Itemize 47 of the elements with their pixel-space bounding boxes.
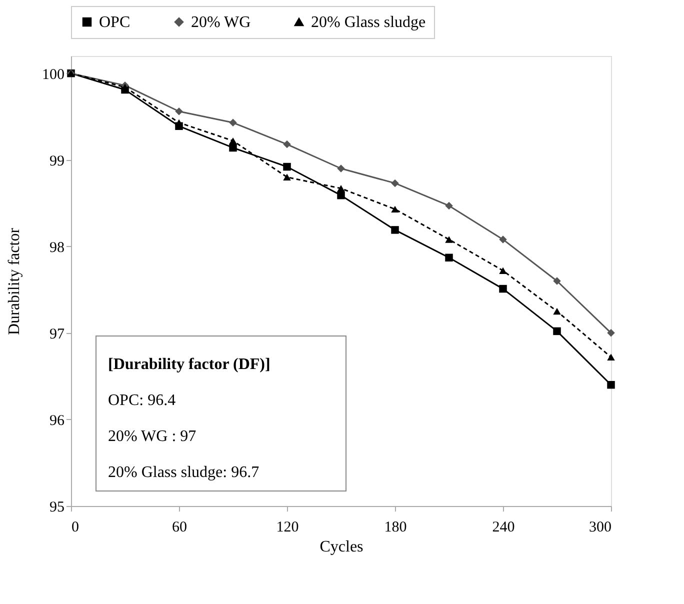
y-tick-label: 98 [50,240,64,256]
point [553,277,561,285]
point [337,164,345,172]
x-tick-label: 300 [589,520,612,536]
point [229,118,237,127]
point [229,144,237,152]
point [283,162,291,171]
point [391,206,399,213]
x-tick-label: 240 [492,520,515,536]
y-tick-label: 96 [50,412,65,429]
y-tick-label: 99 [50,153,64,170]
point [553,308,561,315]
legend-label: 20% Glass sludge [311,14,426,31]
y-tick-label: 95 [50,500,64,516]
annotation: 20% WG : 97 [108,428,196,445]
point [229,137,237,144]
legend-label: OPC [99,14,130,31]
point [553,327,561,336]
point [445,202,453,210]
point [391,226,399,234]
point [337,191,345,200]
point [499,284,507,293]
x-tick-label: 120 [276,520,299,536]
point [607,329,615,337]
point [283,140,291,148]
x-tick-label: 60 [172,520,187,536]
annotation: [Durability factor (DF)] [108,356,270,373]
x-tick-label: 180 [384,520,407,536]
point [499,236,507,244]
point [607,380,615,389]
point [445,254,453,262]
y-tick-label: 100 [42,66,64,83]
point [499,267,507,274]
annotation: OPC: 96.4 [108,392,176,409]
point [283,174,291,181]
y-tick-label: 97 [50,326,65,342]
y-axis-title: Durability factor [6,227,23,336]
point [391,179,399,188]
point [175,119,183,126]
point [445,236,453,243]
point [337,185,345,192]
point [175,108,183,116]
point [607,354,615,361]
x-axis-title: Cycles [320,538,364,556]
x-tick-label: 0 [72,520,79,536]
legend-label: 20% WG [191,14,252,31]
annotation: 20% Glass sludge: 96.7 [108,464,260,481]
